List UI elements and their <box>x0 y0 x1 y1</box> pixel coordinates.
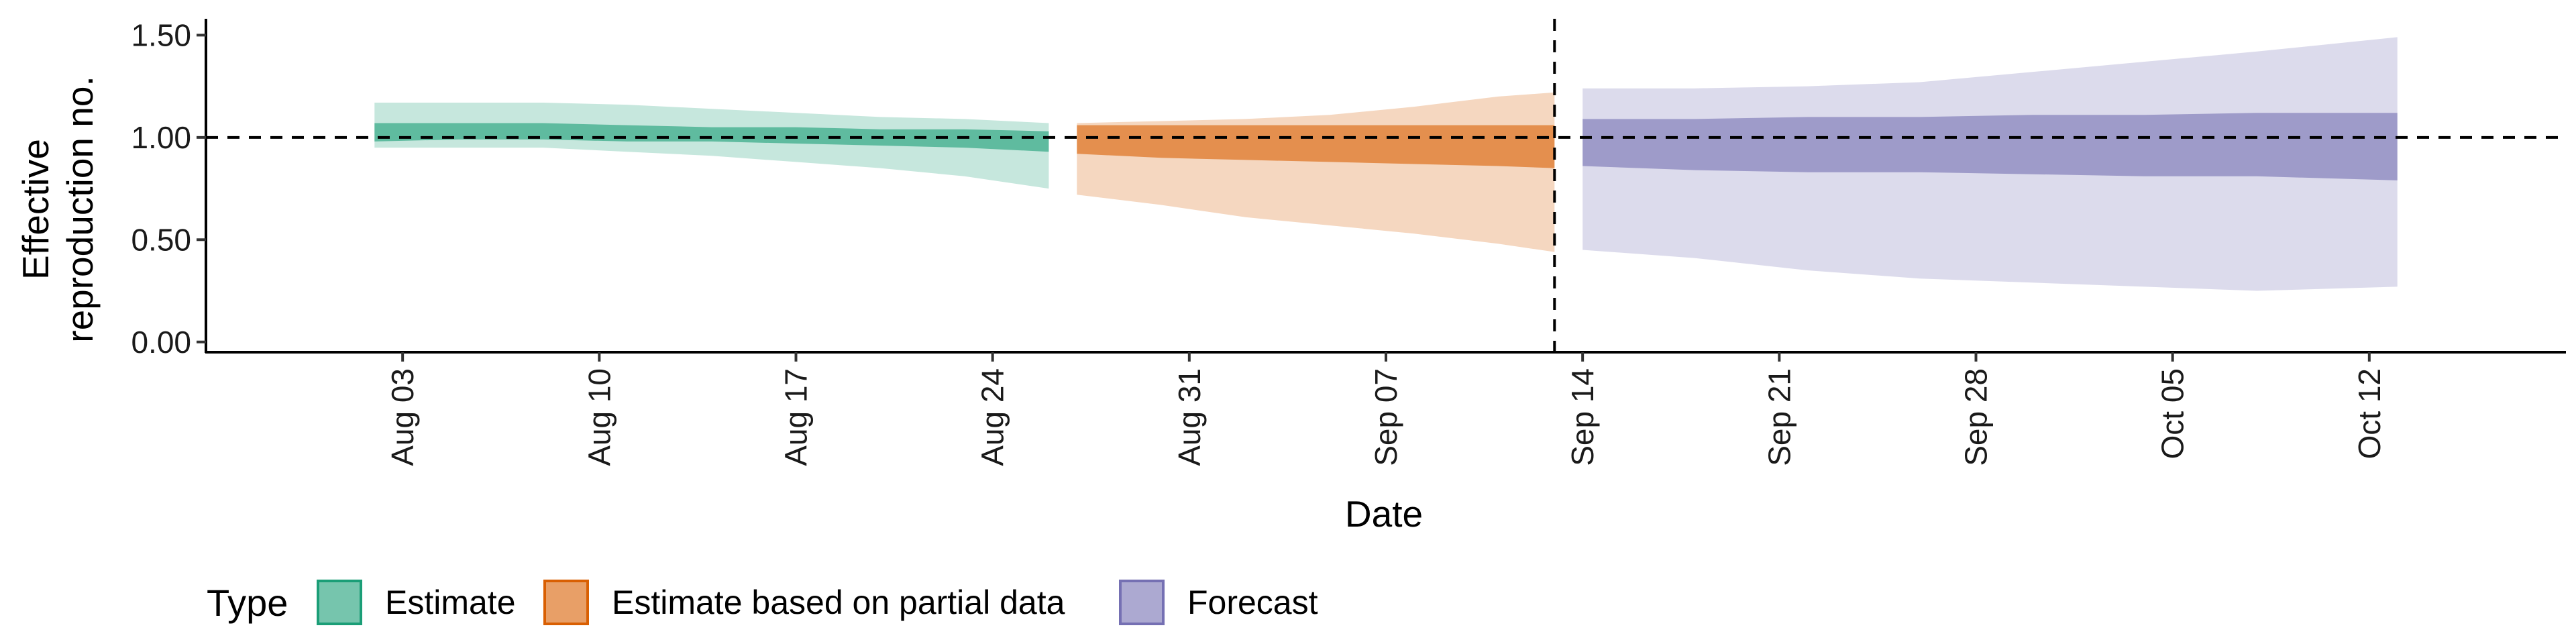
x-tick-label: Aug 24 <box>975 368 1010 466</box>
y-axis-title-line-2: reproduction no. <box>59 76 101 343</box>
y-tick-label: 0.00 <box>131 325 191 360</box>
y-axis-title-line-1: Effective <box>15 139 56 280</box>
x-tick-label: Oct 05 <box>2155 368 2190 460</box>
legend-key-estimate <box>317 580 362 625</box>
x-tick-label: Sep 14 <box>1565 368 1600 466</box>
x-tick-label: Aug 31 <box>1172 368 1207 466</box>
legend-label-forecast: Forecast <box>1187 584 1318 621</box>
legend-key-estimate-based-on-partial-data <box>543 580 589 625</box>
x-tick-label: Aug 10 <box>582 368 616 466</box>
x-tick-label: Aug 17 <box>779 368 814 466</box>
legend-key-forecast <box>1119 580 1165 625</box>
x-tick-label: Sep 07 <box>1368 368 1403 466</box>
axes: 0.00 0.50 1.00 1.50 Aug 03 Aug 10 Aug 17 Aug 24… <box>131 17 2566 466</box>
x-tick-label: Sep 21 <box>1762 368 1796 466</box>
x-tick-label: Oct 12 <box>2352 368 2387 460</box>
legend-title: Type <box>207 582 288 624</box>
outer-band-estimate-based-on-partial-data <box>1077 92 1555 252</box>
legend-label-estimate: Estimate <box>385 584 516 621</box>
plot-area <box>206 19 2566 352</box>
y-tick-label: 1.00 <box>131 120 191 155</box>
x-tick-label: Sep 28 <box>1959 368 1994 466</box>
legend: Type Estimate Estimate based on partial d… <box>207 580 1318 625</box>
y-tick-label: 0.50 <box>131 222 191 257</box>
legend-label-estimate-based-on-partial-data: Estimate based on partial data <box>612 584 1065 621</box>
x-tick-label: Aug 03 <box>385 368 420 466</box>
inner-band-forecast <box>1582 113 2398 180</box>
x-axis-title: Date <box>1345 493 1423 535</box>
inner-band-estimate-based-on-partial-data <box>1077 125 1555 168</box>
y-tick-label: 1.50 <box>131 17 191 52</box>
